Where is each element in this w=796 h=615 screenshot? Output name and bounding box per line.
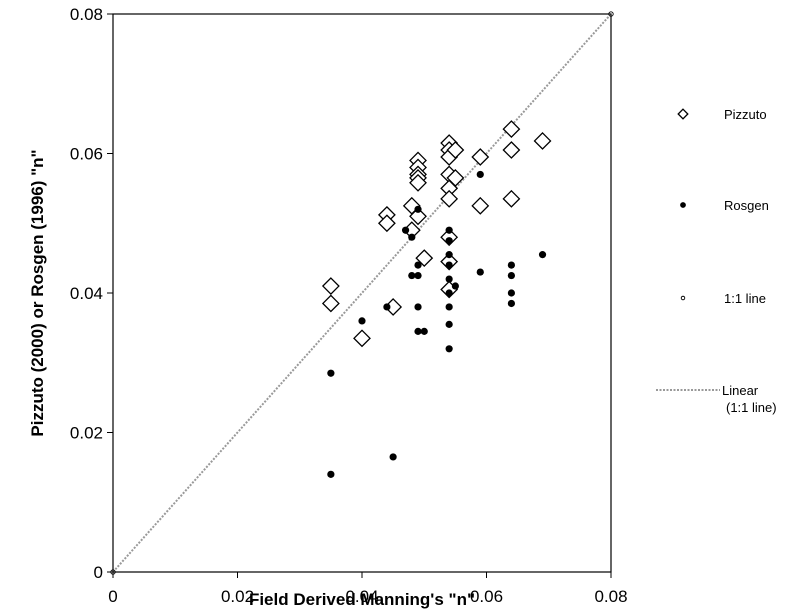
pizzuto-point [471,196,490,215]
rosgen-point [383,303,391,311]
rosgen-point [445,320,453,328]
rosgen-point [445,345,453,353]
rosgen-point [445,289,453,297]
legend-label-pizzuto: Pizzuto [724,107,767,122]
y-tick-label: 0.02 [70,424,103,443]
rosgen-point [451,282,459,290]
rosgen-point [507,271,515,280]
pizzuto-point [440,189,459,208]
pizzuto-point [377,214,396,233]
x-tick-label: 0.02 [221,587,254,606]
rosgen-point [445,303,453,311]
y-tick-label: 0.04 [70,284,103,303]
rosgen-point [445,237,453,245]
rosgen-point [507,299,515,308]
pizzuto-point [533,132,552,150]
pizzuto-point [471,148,490,166]
x-tick-label: 0 [108,587,117,606]
legend-label-line: Linear [722,383,759,398]
pizzuto-point [321,294,340,313]
legend-marker-pizzuto [677,108,689,120]
rosgen-point [401,226,410,234]
rosgen-point [414,271,422,280]
rosgen-point [476,268,484,276]
legend-marker-rosgen [680,202,686,208]
rosgen-point [420,327,428,335]
pizzuto-point [321,277,340,295]
x-tick-label: 0.04 [345,587,378,606]
rosgen-point [445,275,453,283]
rosgen-point [408,271,416,280]
y-tick-label: 0 [94,563,103,582]
rosgen-point [389,453,397,461]
legend: Pizzuto Rosgen 1:1 line Linear (1:1 line) [656,107,777,415]
pizzuto-point [353,329,371,348]
pizzuto-point [502,189,521,208]
rosgen-point [327,470,335,478]
rosgen-point [358,317,366,325]
rosgen-point [445,226,453,234]
legend-label-1-1-line: 1:1 line [724,291,766,306]
rosgen-point [538,251,547,259]
pizzuto-point [446,141,465,159]
rosgen-point [408,233,416,241]
rosgen-point [445,261,453,269]
rosgen-point [507,261,515,269]
legend-marker-1-1-line [680,295,686,301]
legend-label-line: (1:1 line) [726,400,777,415]
pizzuto-point [502,141,521,159]
y-axis-title: Pizzuto (2000) or Rosgen (1996) "n" [28,149,47,436]
x-tick-label: 0.06 [470,587,503,606]
pizzuto-point [409,207,427,226]
x-tick-label: 0.08 [594,587,627,606]
pizzuto-point [502,120,521,139]
pizzuto-point [415,249,434,268]
axes: 00 0.02 0.02 0.04 0.04 0.06 0.06 0.08 0.08 Field … [28,5,628,609]
y-tick-label: 0.08 [70,5,103,24]
x-axis-title: Field Derived Manning's "n" [249,590,475,609]
plot-area [110,11,614,575]
legend-label-rosgen: Rosgen [724,198,769,213]
pizzuto-point [409,173,427,192]
trend-line-1to1 [112,13,612,573]
y-tick-label: 0.06 [70,145,103,164]
rosgen-point [414,261,422,269]
rosgen-point [476,170,484,179]
rosgen-point [414,303,422,311]
legend-label-linear: Linear (1:1 line) [722,383,777,415]
rosgen-point [445,251,453,259]
rosgen-point [327,369,335,377]
pizzuto-point [446,168,465,187]
rosgen-point [414,327,422,335]
rosgen-point [507,289,515,297]
rosgen-point [414,205,422,213]
